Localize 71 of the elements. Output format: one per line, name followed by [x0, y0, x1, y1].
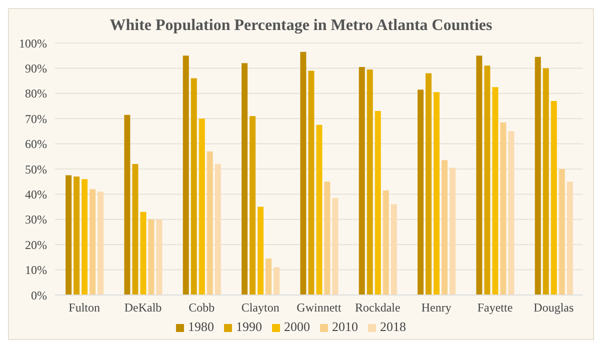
y-tick-label: 30%: [25, 212, 47, 227]
bar: [214, 164, 221, 295]
y-tick-label: 100%: [19, 36, 47, 50]
bar: [206, 151, 213, 295]
bar: [426, 73, 432, 295]
bar: [156, 219, 162, 295]
bar: [390, 204, 397, 295]
y-tick-label: 10%: [25, 263, 47, 278]
y-tick-label: 80%: [25, 86, 47, 101]
bar: [258, 206, 264, 295]
bar: [124, 114, 130, 295]
bar: [300, 52, 306, 295]
bar: [74, 176, 80, 295]
bar: [508, 131, 514, 295]
y-tick-label: 40%: [25, 187, 47, 202]
bar: [542, 68, 549, 295]
bar: [324, 182, 330, 295]
x-tick-label: Gwinnett: [296, 300, 342, 315]
bar: [332, 198, 338, 295]
x-tick-label: Fulton: [68, 300, 100, 315]
y-tick-label: 90%: [25, 61, 47, 76]
bar: [140, 212, 146, 295]
bar: [242, 63, 248, 295]
legend-label: 1980: [188, 319, 214, 334]
x-tick-label: Douglas: [534, 300, 574, 315]
bar: [534, 56, 541, 295]
bar: [66, 175, 72, 295]
legend-label: 1990: [236, 319, 262, 334]
bar: [550, 100, 557, 295]
bar: [266, 258, 272, 295]
bar: [434, 92, 440, 295]
y-tick-label: 20%: [25, 238, 47, 252]
legend-label: 2000: [284, 319, 310, 334]
bar: [190, 78, 197, 295]
x-tick-label: DeKalb: [124, 300, 162, 315]
bar: [492, 87, 498, 295]
x-tick-label: Cobb: [188, 300, 215, 315]
bar: [132, 164, 138, 295]
bar: [198, 118, 205, 295]
bar: [418, 90, 424, 295]
y-tick-label: 0%: [31, 288, 47, 302]
bar: [98, 192, 104, 295]
bar: [442, 160, 448, 295]
x-tick-label: Fayette: [477, 300, 513, 315]
bar: [566, 182, 573, 295]
x-tick-label: Rockdale: [355, 300, 400, 315]
bar: [382, 190, 389, 295]
bar: [182, 56, 189, 295]
bar: [90, 189, 96, 295]
bar: [148, 219, 154, 295]
y-tick-label: 60%: [25, 137, 47, 152]
bar: [82, 179, 88, 295]
bar: [316, 124, 322, 295]
chart-title: White Population Percentage in Metro Atlanta Counties: [110, 17, 492, 34]
bar: [484, 66, 490, 295]
bar: [374, 111, 381, 295]
x-tick-label: Henry: [421, 300, 452, 315]
x-tick-label: Clayton: [241, 300, 280, 315]
legend-label: 2010: [332, 319, 358, 334]
bar: [274, 267, 280, 295]
legend-label: 2018: [380, 319, 406, 334]
bar: [358, 66, 365, 295]
bar: [366, 69, 373, 295]
bar: [476, 56, 482, 295]
bar: [250, 116, 256, 295]
bar: [558, 169, 565, 295]
y-tick-label: 50%: [25, 162, 47, 176]
y-tick-label: 70%: [25, 112, 47, 126]
bar: [308, 70, 314, 295]
bar: [500, 122, 506, 295]
bar: [450, 168, 456, 295]
